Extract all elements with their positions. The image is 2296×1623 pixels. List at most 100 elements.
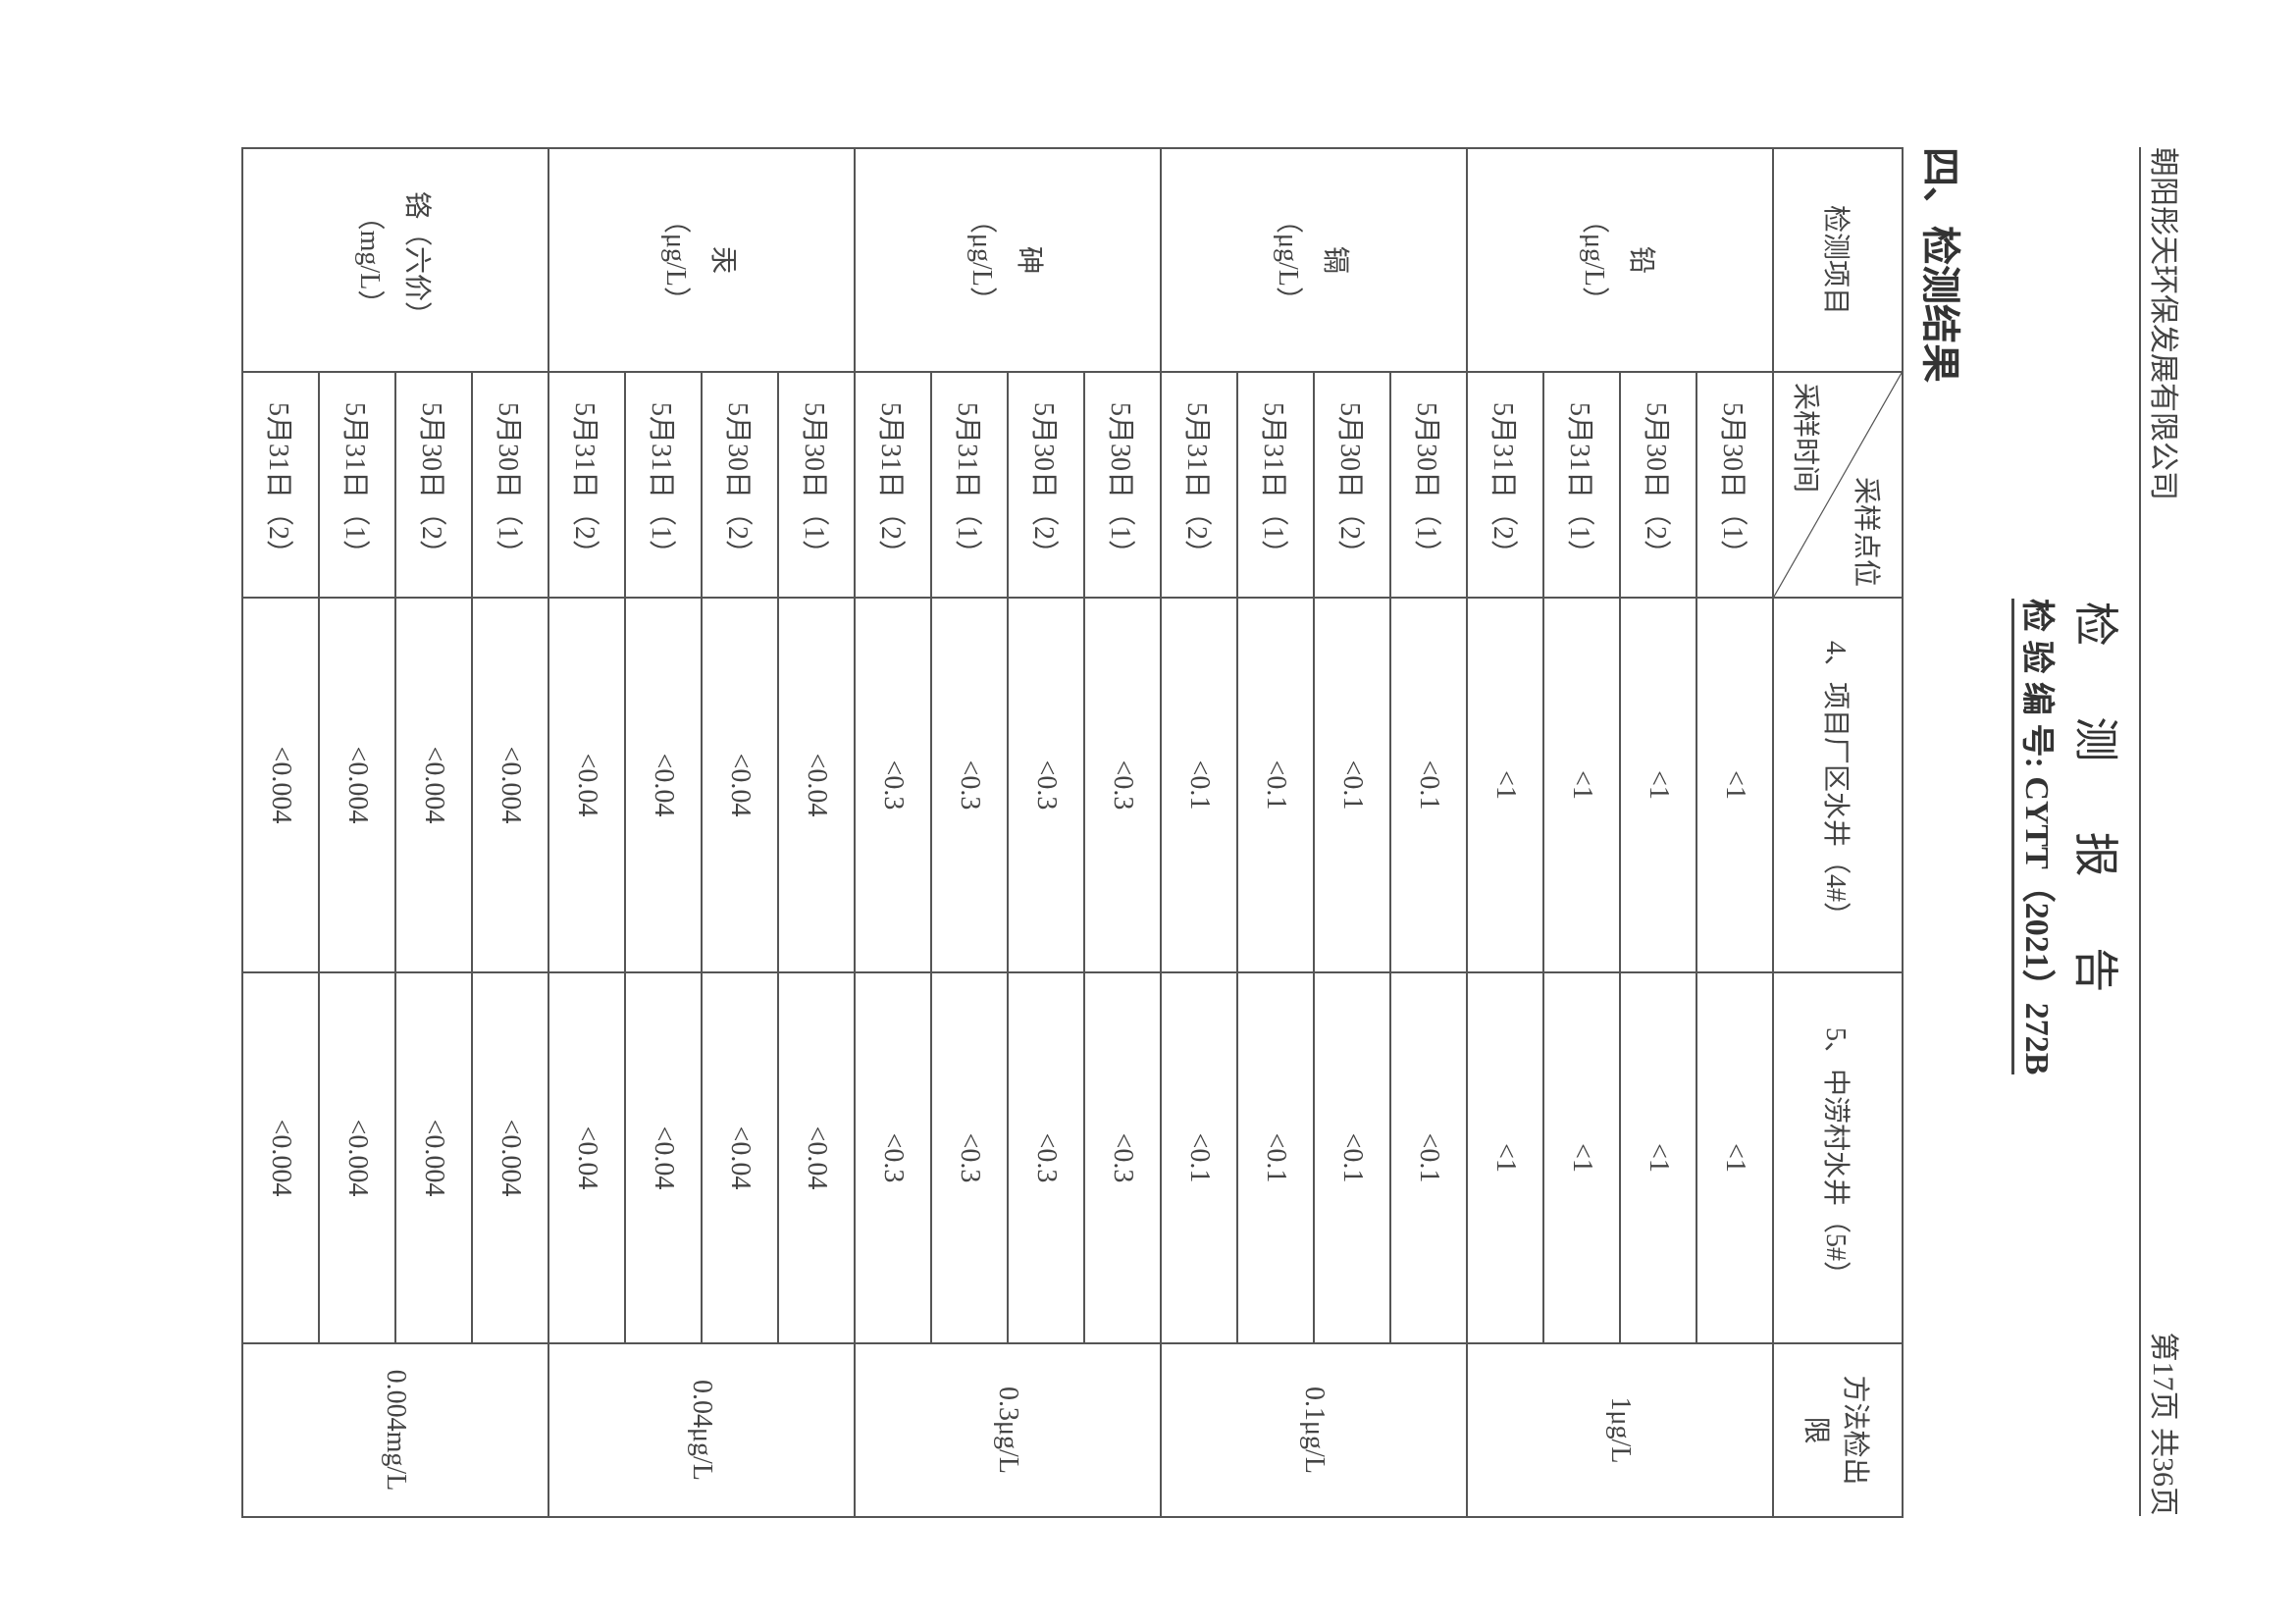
item-unit: （μg/L） [1579,206,1609,314]
site5-value: <1 [1620,972,1696,1343]
site5-value: <0.04 [702,972,778,1343]
item-cell: 铅 （μg/L） [1467,148,1773,372]
section-title: 四、检测结果 [1918,147,1962,383]
site5-value: <0.1 [1161,972,1237,1343]
detection-limit: 0.004mg/L [242,1343,548,1517]
sample-time: 5月30日（2） [395,372,472,598]
site4-value: <0.004 [319,598,395,972]
item-unit: （μg/L） [966,206,997,314]
site5-value: <1 [1543,972,1620,1343]
site4-value: <1 [1543,598,1620,972]
site5-value: <0.04 [778,972,855,1343]
header-item: 检测项目 [1773,148,1903,372]
site4-value: <1 [1620,598,1696,972]
sample-time: 5月30日（1） [778,372,855,598]
item-name: 镉 [1320,245,1350,274]
report-code: 检 验 编 号: CYTT（2021）272B [2011,599,2064,1075]
table-row: 铬（六价） （mg/L） 5月30日（1） <0.004 <0.004 0.004mg/L [242,148,548,1517]
item-cell: 砷 （μg/L） [855,148,1161,372]
sample-time: 5月30日（1） [1696,372,1773,598]
item-name: 砷 [1014,245,1044,274]
detection-limit: 0.04μg/L [548,1343,855,1517]
item-unit: （μg/L） [660,206,691,314]
site5-value: <0.3 [1008,972,1084,1343]
site4-value: <1 [1467,598,1543,972]
site4-value: <0.3 [931,598,1008,972]
diagonal-line [1774,373,1902,597]
results-table: 检测项目 采样点位 采样时间 4、项目厂区水井（4#） 5、中涝村水井（5#） … [241,147,1904,1518]
item-name: 铬（六价） [401,190,432,329]
site5-value: <0.004 [395,972,472,1343]
sample-time: 5月31日（2） [855,372,931,598]
table-row: 镉（μg/L） 5月30日（1） <0.1 <0.1 0.1μg/L [1161,148,1467,1517]
header-site: 采样点位 [1851,476,1881,587]
site4-value: <0.3 [1008,598,1084,972]
site4-value: <0.04 [548,598,625,972]
sample-time: 5月30日（1） [1084,372,1161,598]
site5-value: <0.1 [1237,972,1314,1343]
report-title: 检 测 报 告 [2070,601,2120,1022]
sample-time: 5月30日（1） [472,372,548,598]
site5-value: <0.004 [242,972,319,1343]
detection-limit: 1μg/L [1467,1343,1773,1517]
table-row: 铅（μg/L） 5月30日（1） <1 <1 1μg/L [1467,148,1773,1517]
header-site5: 5、中涝村水井（5#） [1773,972,1903,1343]
item-name: 汞 [707,245,738,274]
site5-value: <0.04 [548,972,625,1343]
site4-value: <0.004 [395,598,472,972]
header-site4: 4、项目厂区水井（4#） [1773,598,1903,972]
detection-limit: 0.3μg/L [855,1343,1161,1517]
header-diagonal: 采样点位 采样时间 [1773,372,1903,598]
site4-value: <0.3 [1084,598,1161,972]
sample-time: 5月30日（2） [1008,372,1084,598]
sample-time: 5月31日（1） [625,372,702,598]
sample-time: 5月31日（2） [548,372,625,598]
site4-value: <1 [1696,598,1773,972]
site5-value: <0.04 [625,972,702,1343]
sample-time: 5月30日（1） [1390,372,1467,598]
site4-value: <0.04 [625,598,702,972]
site4-value: <0.1 [1314,598,1390,972]
site4-value: <0.04 [778,598,855,972]
table-row: 砷（μg/L） 5月30日（1） <0.3 <0.3 0.3μg/L [855,148,1161,1517]
page-number: 第17页 共36页 [2147,1332,2179,1517]
sample-time: 5月30日（2） [702,372,778,598]
site5-value: <0.1 [1390,972,1467,1343]
detection-limit: 0.1μg/L [1161,1343,1467,1517]
site5-value: <0.004 [472,972,548,1343]
sample-time: 5月31日（2） [1161,372,1237,598]
header-time: 采样时间 [1790,383,1820,494]
site5-value: <1 [1467,972,1543,1343]
sample-time: 5月30日（2） [1620,372,1696,598]
site4-value: <0.3 [855,598,931,972]
sample-time: 5月31日（1） [319,372,395,598]
site5-value: <0.3 [931,972,1008,1343]
sample-time: 5月31日（2） [242,372,319,598]
sample-time: 5月31日（2） [1467,372,1543,598]
site5-value: <0.3 [855,972,931,1343]
site5-value: <0.1 [1314,972,1390,1343]
site4-value: <0.1 [1161,598,1237,972]
header-limit: 方法检出限 [1773,1343,1903,1517]
site4-value: <0.04 [702,598,778,972]
item-cell: 镉 （μg/L） [1161,148,1467,372]
site5-value: <0.004 [319,972,395,1343]
sample-time: 5月30日（2） [1314,372,1390,598]
item-unit: （mg/L） [354,202,385,318]
site4-value: <0.004 [472,598,548,972]
table-row: 汞（μg/L） 5月30日（1） <0.04 <0.04 0.04μg/L [548,148,855,1517]
site5-value: <0.3 [1084,972,1161,1343]
page-header: 朝阳彤天环保发展有限公司 第17页 共36页 [2139,147,2198,1516]
site4-value: <0.1 [1390,598,1467,972]
item-unit: （μg/L） [1273,206,1303,314]
item-cell: 汞 （μg/L） [548,148,855,372]
item-name: 铅 [1626,245,1656,274]
site4-value: <0.1 [1237,598,1314,972]
sample-time: 5月31日（1） [931,372,1008,598]
site4-value: <0.004 [242,598,319,972]
sample-time: 5月31日（1） [1543,372,1620,598]
site5-value: <1 [1696,972,1773,1343]
table-header-row: 检测项目 采样点位 采样时间 4、项目厂区水井（4#） 5、中涝村水井（5#） … [1773,148,1903,1517]
sample-time: 5月31日（1） [1237,372,1314,598]
